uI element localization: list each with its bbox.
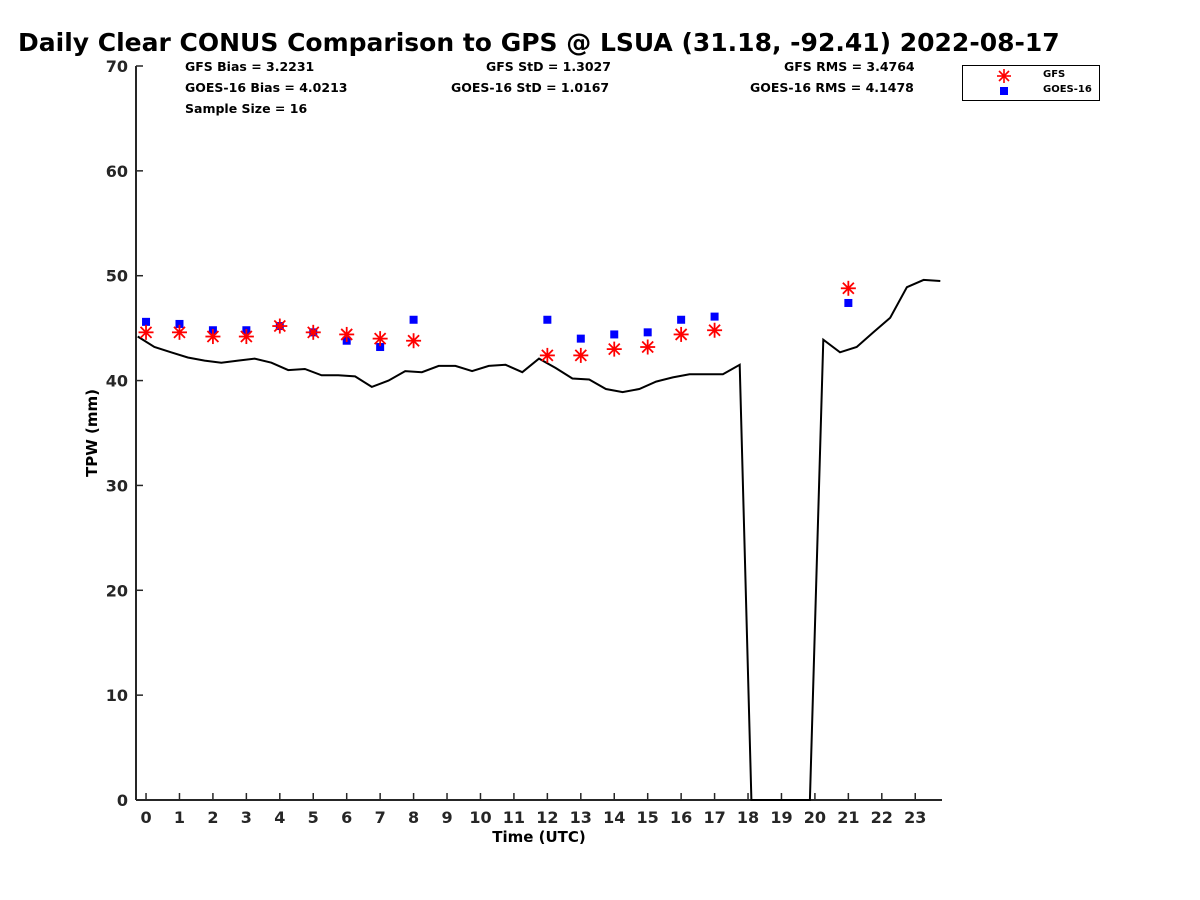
gfs-point bbox=[640, 339, 656, 355]
x-tick-label: 13 bbox=[570, 808, 592, 827]
x-tick-label: 23 bbox=[904, 808, 926, 827]
gfs-point bbox=[171, 324, 187, 340]
y-tick-label: 40 bbox=[106, 372, 128, 391]
x-tick-label: 0 bbox=[140, 808, 151, 827]
x-tick-label: 10 bbox=[469, 808, 491, 827]
legend-label-goes: GOES-16 bbox=[1043, 84, 1092, 95]
goes-point bbox=[677, 315, 686, 324]
y-tick-label: 50 bbox=[106, 267, 128, 286]
gfs-point bbox=[573, 347, 589, 363]
gfs-std-stat: GFS StD = 1.3027 bbox=[486, 59, 611, 74]
x-tick-label: 7 bbox=[375, 808, 386, 827]
legend: GFS GOES-16 bbox=[962, 65, 1100, 101]
goes-rms-stat: GOES-16 RMS = 4.1478 bbox=[750, 80, 914, 95]
x-tick-label: 11 bbox=[503, 808, 525, 827]
goes-point bbox=[142, 317, 151, 326]
gfs-point bbox=[238, 329, 254, 345]
legend-item-goes: GOES-16 bbox=[963, 84, 1099, 98]
goes-point bbox=[610, 330, 619, 339]
x-tick-label: 8 bbox=[408, 808, 419, 827]
y-tick-label: 10 bbox=[106, 686, 128, 705]
x-tick-label: 20 bbox=[804, 808, 826, 827]
x-tick-label: 6 bbox=[341, 808, 352, 827]
gfs-point bbox=[305, 324, 321, 340]
x-tick-label: 2 bbox=[207, 808, 218, 827]
legend-item-gfs: GFS bbox=[963, 69, 1099, 83]
gfs-point bbox=[272, 318, 288, 334]
goes-std-stat: GOES-16 StD = 1.0167 bbox=[451, 80, 610, 95]
sample-size-stat: Sample Size = 16 bbox=[185, 101, 308, 116]
x-tick-label: 19 bbox=[770, 808, 792, 827]
chart-title: Daily Clear CONUS Comparison to GPS @ LS… bbox=[18, 28, 1060, 57]
gfs-rms-stat: GFS RMS = 3.4764 bbox=[784, 59, 915, 74]
goes-point bbox=[175, 319, 184, 328]
gfs-point bbox=[339, 326, 355, 342]
gfs-point bbox=[138, 324, 154, 340]
y-tick-label: 0 bbox=[117, 791, 128, 810]
asterisk-icon bbox=[997, 69, 1011, 83]
gfs-bias-stat: GFS Bias = 3.2231 bbox=[185, 59, 315, 74]
goes-point bbox=[376, 343, 385, 352]
goes-point bbox=[643, 328, 652, 337]
y-tick-label: 20 bbox=[106, 581, 128, 600]
goes-point bbox=[576, 334, 585, 343]
x-tick-label: 12 bbox=[536, 808, 558, 827]
gfs-point bbox=[606, 341, 622, 357]
x-tick-label: 3 bbox=[241, 808, 252, 827]
gfs-point bbox=[840, 280, 856, 296]
goes-bias-stat: GOES-16 Bias = 4.0213 bbox=[185, 80, 348, 95]
x-tick-label: 1 bbox=[174, 808, 185, 827]
gfs-point bbox=[406, 333, 422, 349]
y-tick-label: 60 bbox=[106, 162, 128, 181]
goes-point bbox=[409, 315, 418, 324]
legend-label-gfs: GFS bbox=[1043, 69, 1066, 80]
goes-point bbox=[543, 315, 552, 324]
x-tick-label: 16 bbox=[670, 808, 692, 827]
x-tick-label: 5 bbox=[308, 808, 319, 827]
square-icon bbox=[1000, 87, 1008, 95]
x-tick-label: 15 bbox=[637, 808, 659, 827]
gfs-point bbox=[205, 329, 221, 345]
gfs-point bbox=[673, 326, 689, 342]
x-tick-label: 21 bbox=[837, 808, 859, 827]
gfs-point bbox=[372, 331, 388, 347]
goes-point bbox=[844, 298, 853, 307]
series-layer bbox=[137, 278, 941, 801]
goes-point bbox=[710, 312, 719, 321]
x-axis-label: Time (UTC) bbox=[492, 828, 586, 846]
gps-series-line bbox=[137, 278, 941, 801]
x-tick-label: 17 bbox=[703, 808, 725, 827]
x-tick-label: 14 bbox=[603, 808, 625, 827]
x-tick-label: 9 bbox=[441, 808, 452, 827]
y-tick-label: 70 bbox=[106, 57, 128, 76]
y-axis-label: TPW (mm) bbox=[83, 389, 101, 477]
x-tick-label: 18 bbox=[737, 808, 759, 827]
x-tick-label: 22 bbox=[871, 808, 893, 827]
x-tick-label: 4 bbox=[274, 808, 285, 827]
gfs-point bbox=[539, 347, 555, 363]
y-tick-label: 30 bbox=[106, 476, 128, 495]
gfs-point bbox=[707, 322, 723, 338]
